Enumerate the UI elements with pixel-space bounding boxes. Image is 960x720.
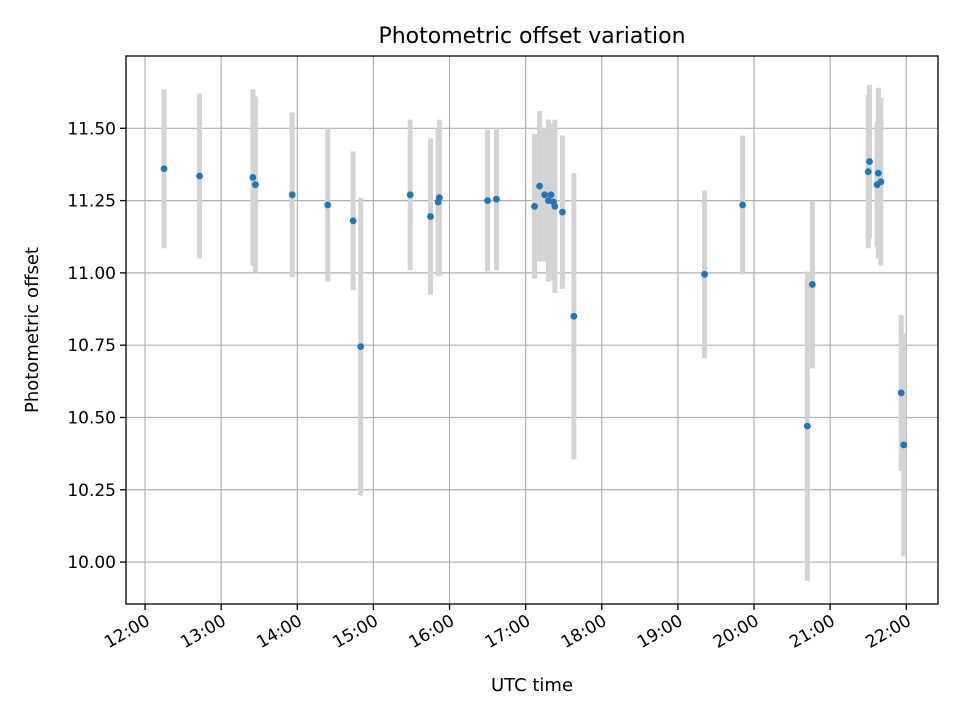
y-tick-label: 10.50 [67, 408, 116, 428]
data-point [160, 165, 168, 173]
y-tick-label: 10.25 [67, 481, 116, 501]
plot-frame [125, 55, 939, 605]
chart-title: Photometric offset variation [378, 24, 685, 49]
data-point [536, 182, 544, 190]
y-axis-label: Photometric offset [22, 247, 43, 413]
y-tick-label: 10.00 [67, 553, 116, 573]
data-point [349, 217, 357, 225]
data-point [866, 158, 873, 165]
data-point [803, 422, 811, 430]
data-point [897, 389, 905, 397]
data-point [541, 191, 549, 199]
data-point [435, 194, 443, 202]
data-point [196, 172, 203, 180]
data-point [739, 201, 747, 209]
data-point [547, 191, 555, 199]
y-tick-label: 11.50 [67, 119, 116, 139]
data-point [493, 195, 500, 203]
data-point [531, 202, 538, 210]
data-point [570, 312, 578, 320]
y-tick-label: 11.25 [67, 192, 116, 212]
data-point [288, 191, 296, 199]
data-point [808, 281, 816, 288]
y-tick-label: 11.00 [67, 264, 116, 284]
data-point [559, 208, 566, 216]
data-point [427, 213, 434, 220]
data-point [484, 197, 491, 204]
data-point [701, 270, 708, 278]
grid-layer [126, 56, 938, 604]
data-point [357, 343, 365, 351]
point-layer [160, 158, 908, 449]
x-axis-label: UTC time [491, 675, 573, 696]
data-point [864, 168, 872, 176]
data-point [900, 441, 908, 449]
data-point [551, 202, 559, 210]
data-point [406, 191, 414, 199]
data-point [249, 174, 257, 181]
y-axis-ticks: 10.00 10.25 10.50 10.75 11.00 11.25 11.50 [67, 119, 126, 573]
data-point [874, 169, 882, 177]
y-tick-label: 10.75 [67, 336, 116, 356]
data-point [324, 201, 332, 209]
data-point [252, 181, 259, 189]
data-point [877, 178, 885, 186]
